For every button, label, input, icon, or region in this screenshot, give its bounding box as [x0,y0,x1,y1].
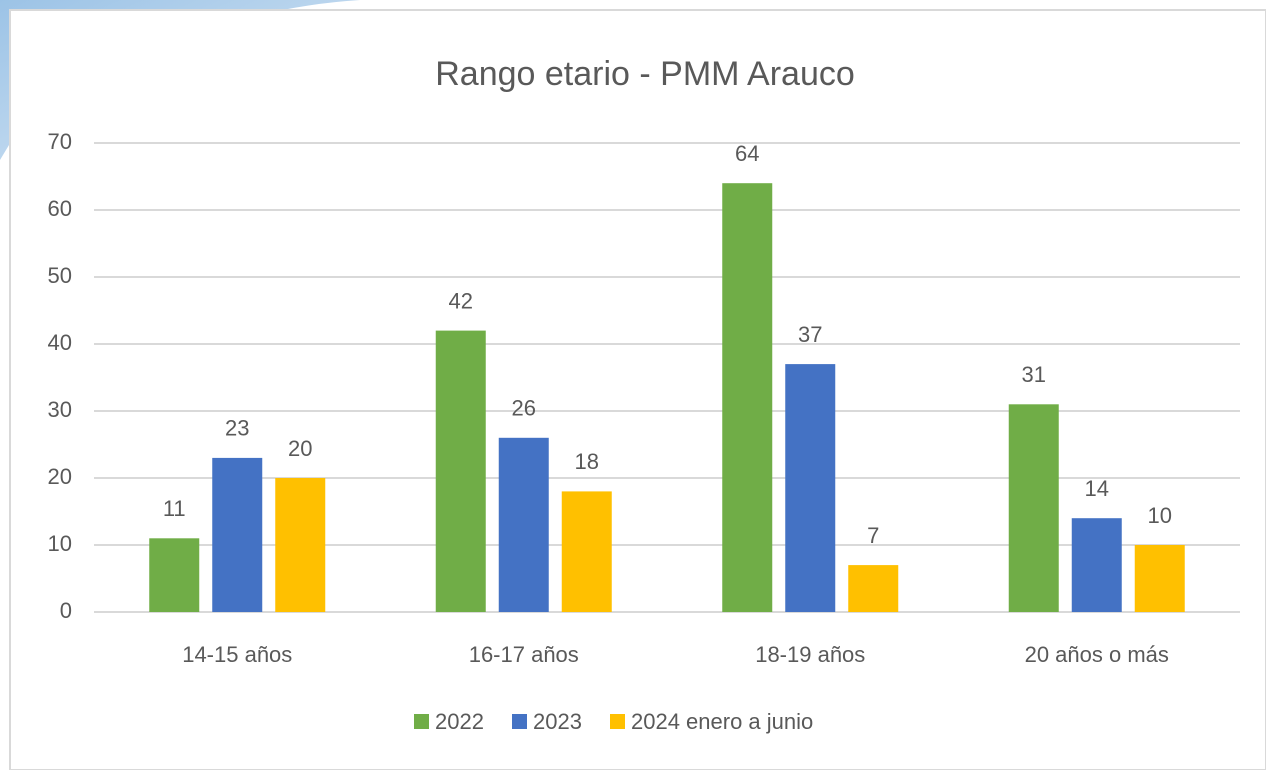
y-tick-label: 70 [48,129,72,154]
bar [498,437,549,612]
data-label: 18 [575,449,599,474]
legend-swatch [414,714,429,729]
data-label: 14 [1085,476,1109,501]
legend-label: 2024 enero a junio [631,709,813,734]
bar [848,565,899,612]
y-tick-label: 10 [48,531,72,556]
bar [722,183,773,612]
data-label: 10 [1148,503,1172,528]
data-label: 42 [449,288,473,313]
legend-label: 2023 [533,709,582,734]
x-tick-label: 16-17 años [469,642,579,667]
bar [275,478,326,612]
x-tick-label: 18-19 años [755,642,865,667]
y-tick-label: 20 [48,464,72,489]
data-label: 37 [798,322,822,347]
y-tick-label: 50 [48,263,72,288]
data-label: 64 [735,141,759,166]
y-tick-label: 30 [48,397,72,422]
bar [785,364,836,612]
bar [1134,545,1185,612]
x-tick-label: 14-15 años [182,642,292,667]
legend-swatch [610,714,625,729]
data-label: 7 [867,523,879,548]
bar [149,538,200,612]
data-label: 26 [512,396,536,421]
legend-swatch [512,714,527,729]
data-label: 20 [288,436,312,461]
y-tick-label: 60 [48,196,72,221]
y-tick-label: 0 [60,598,72,623]
data-label: 11 [163,496,186,521]
bar [561,491,612,612]
bar [212,457,263,612]
bar [435,330,486,612]
y-tick-label: 40 [48,330,72,355]
bar [1071,518,1122,612]
x-tick-label: 20 años o más [1025,642,1169,667]
data-label: 31 [1022,362,1046,387]
bar [1008,404,1059,612]
chart-frame [9,9,1266,770]
chart-title: Rango etario - PMM Arauco [435,55,855,93]
legend-label: 2022 [435,709,484,734]
data-label: 23 [225,416,249,441]
